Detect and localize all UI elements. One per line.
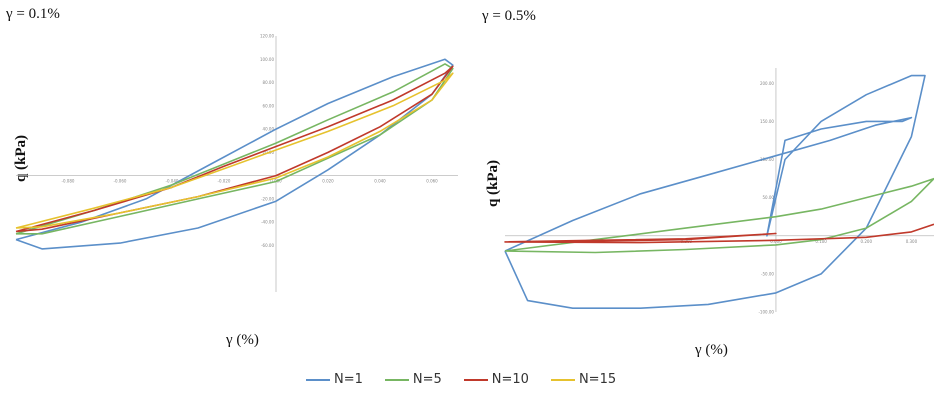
chart2-xtick-4: 0.200 bbox=[861, 239, 873, 244]
chart1-ytick-8: -60.00 bbox=[261, 243, 274, 248]
legend-label: N=5 bbox=[412, 372, 442, 387]
legend-label: N=15 bbox=[578, 372, 617, 387]
chart1-xtick-7: 0.060 bbox=[426, 179, 438, 184]
chart2-ytick-3: 50.00 bbox=[762, 195, 774, 200]
chart1-xtick-0: -0.080 bbox=[62, 179, 75, 184]
chart1-ytick-2: 80.00 bbox=[263, 80, 275, 85]
chart2-ytick-4: -50.00 bbox=[761, 271, 774, 276]
chart1-series-n1 bbox=[15, 58, 454, 250]
chart1-ytick-1: 100.00 bbox=[260, 57, 274, 62]
chart2-xtick-2: 0.000 bbox=[770, 239, 782, 244]
chart1-ytick-3: 60.00 bbox=[263, 103, 275, 108]
chart2-xtick-5: 0.300 bbox=[906, 239, 918, 244]
legend-item-n15: N=15 bbox=[550, 372, 617, 387]
chart1-series-n10 bbox=[15, 65, 454, 233]
chart1-ytick-4: 40.00 bbox=[263, 127, 275, 132]
legend-swatch bbox=[306, 378, 330, 381]
chart2-series-n10 bbox=[504, 223, 934, 244]
legend-swatch bbox=[550, 378, 575, 381]
chart1-xtick-6: 0.040 bbox=[374, 179, 386, 184]
chart1-ytick-6: -20.00 bbox=[261, 196, 274, 201]
legend: N=1 N=5 N=10 N=15 bbox=[306, 372, 616, 387]
legend-item-n5: N=5 bbox=[384, 372, 442, 387]
chart2-xtick-3: 0.100 bbox=[815, 239, 827, 244]
chart1-ytick-7: -40.00 bbox=[261, 220, 274, 225]
chart2-ytick-0: 200.00 bbox=[760, 81, 774, 86]
chart1-xtick-2: -0.040 bbox=[166, 179, 179, 184]
chart1-ytick-0: 120.00 bbox=[260, 34, 274, 39]
chart2-ytick-1: 150.00 bbox=[760, 119, 774, 124]
legend-swatch bbox=[384, 378, 409, 381]
chart1-title: γ = 0.1% bbox=[6, 6, 60, 22]
legend-label: N=1 bbox=[334, 372, 363, 387]
chart1-xtick-5: 0.020 bbox=[322, 179, 334, 184]
legend-label: N=10 bbox=[491, 372, 529, 387]
chart2-series-n5 bbox=[504, 177, 934, 254]
legend-item-n10: N=10 bbox=[463, 372, 529, 387]
chart2-ytick-2: 100.00 bbox=[760, 157, 774, 162]
chart1-series-n15 bbox=[15, 72, 454, 229]
legend-item-n1: N=1 bbox=[306, 372, 363, 387]
chart1-xtick-3: -0.020 bbox=[218, 179, 231, 184]
chart2-xlabel: γ (%) bbox=[695, 342, 728, 358]
chart1-series-n5 bbox=[15, 63, 454, 235]
legend-swatch bbox=[463, 378, 488, 381]
chart2-ytick-5: -100.00 bbox=[758, 310, 774, 315]
chart1-xtick-1: -0.060 bbox=[114, 179, 127, 184]
chart2-title: γ = 0.5% bbox=[482, 8, 536, 24]
chart1-xlabel: γ (%) bbox=[226, 332, 259, 348]
chart2-series-n1 bbox=[504, 74, 926, 310]
